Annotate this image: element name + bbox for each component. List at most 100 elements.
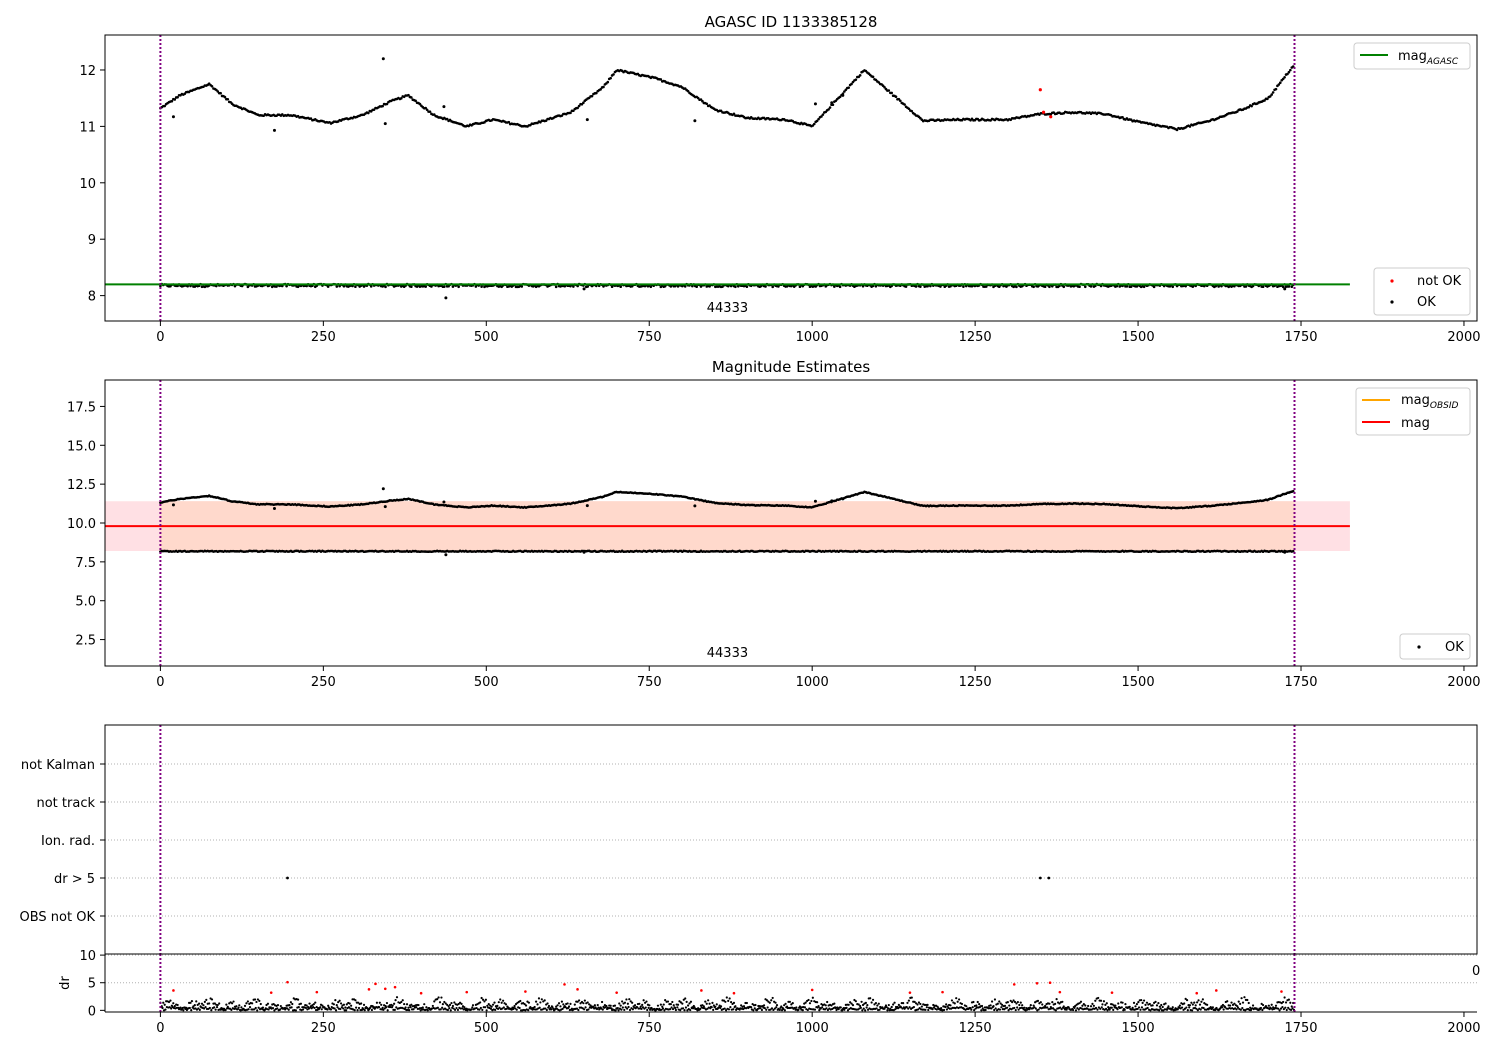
ok-point [219,91,222,95]
ok-point [830,499,834,503]
dr-point [910,996,913,999]
panel4-xtick-label: 0 [156,1021,164,1036]
panel1-ytick-label: 10 [79,177,96,192]
dr-point [647,1006,650,1009]
dr-point [636,1006,639,1009]
ok-point [399,97,403,100]
dr-point [182,1009,185,1012]
dr-point [892,1003,895,1006]
panel2-legend-top: magOBSID mag [1355,387,1471,436]
dr-point [1165,1008,1169,1011]
dr-point [1196,1001,1199,1004]
dr-point [1140,1006,1144,1009]
panel1-legend-top-box [1353,42,1471,70]
ok-point [847,86,850,89]
ok-point [861,284,865,288]
dr-point [327,1004,330,1007]
ok-point [582,101,585,104]
dr-point [1178,1004,1182,1007]
dr-point [790,1003,793,1006]
ok-point [659,78,663,81]
dr-point [169,999,172,1002]
ok-point [418,102,422,106]
dr-point [196,1003,199,1006]
panel2-ytick-label: 5.0 [75,595,96,610]
dr-point [980,1009,983,1012]
dr-point [290,1006,293,1009]
ok-point [1121,115,1124,119]
dr-point [1261,1008,1264,1012]
dr-point [623,1001,627,1004]
dr-point [332,1003,336,1006]
dr-point [557,1002,561,1005]
ok-point [1115,284,1119,288]
dr-point [826,1000,829,1004]
dr-point [534,1000,538,1003]
dr-point [362,1003,366,1006]
dr-point [1028,1008,1031,1011]
dr-point [575,1007,579,1010]
dr-point [198,1002,201,1005]
dr-point [1279,1007,1283,1010]
dr-high-point [383,987,387,991]
dr-point [681,1002,684,1005]
dr-point [753,1007,756,1010]
dr-point [438,1001,442,1004]
dr-point [640,1007,643,1011]
dr-high-point [524,990,527,993]
ok-point [798,285,802,289]
dr-point [984,1008,987,1012]
dr-point [1029,1003,1032,1007]
dr-point [1136,1007,1139,1011]
dr-point [899,1006,903,1009]
dr-point [704,1000,707,1003]
dr-point [672,1004,675,1007]
ok-point [693,119,697,123]
dr-point [527,1009,530,1012]
dr-point [334,999,337,1002]
ok-point [1171,285,1175,289]
dr-point [859,1004,862,1008]
dr-point [994,1007,997,1010]
dr-point [576,1000,579,1003]
ok-point [1220,284,1223,288]
dr-point [663,1009,666,1012]
dr-point [714,1005,717,1008]
dr-high-point [286,980,289,984]
dr-point [993,998,997,1001]
dr-point [208,1006,211,1010]
dr-point [224,1008,227,1012]
ok-point [1286,72,1289,76]
dr-point [766,1006,769,1009]
dr-point [1013,1006,1016,1010]
dr-point [674,1008,677,1012]
dr-point [320,1008,323,1011]
panel1-xtick-label: 750 [637,330,662,345]
dr-point [456,1008,460,1011]
dr-point [485,1009,488,1012]
dr-point [679,1001,683,1004]
panel4-xtick-label: 250 [311,1021,336,1036]
dr-point [1274,1004,1278,1007]
dr-point [381,1006,384,1010]
panel4-clipped-tick: 0 [1472,964,1480,979]
dr-point [230,1002,234,1005]
dr-high-point [576,988,579,991]
dr-point [350,1004,353,1007]
ok-point [1188,125,1192,128]
dr-point [1116,1008,1119,1011]
ok-point [1283,75,1286,79]
dr-point [783,1004,786,1007]
dr-point [291,1002,294,1006]
ok-point [590,94,594,98]
ok-point [186,284,189,288]
dr-point [1051,1001,1054,1004]
dr-point [243,1004,247,1007]
ok-point [841,497,845,501]
dr-point [504,1003,508,1006]
ok-point [216,90,220,93]
dr-point [884,1004,888,1007]
dr-point [782,1007,785,1011]
